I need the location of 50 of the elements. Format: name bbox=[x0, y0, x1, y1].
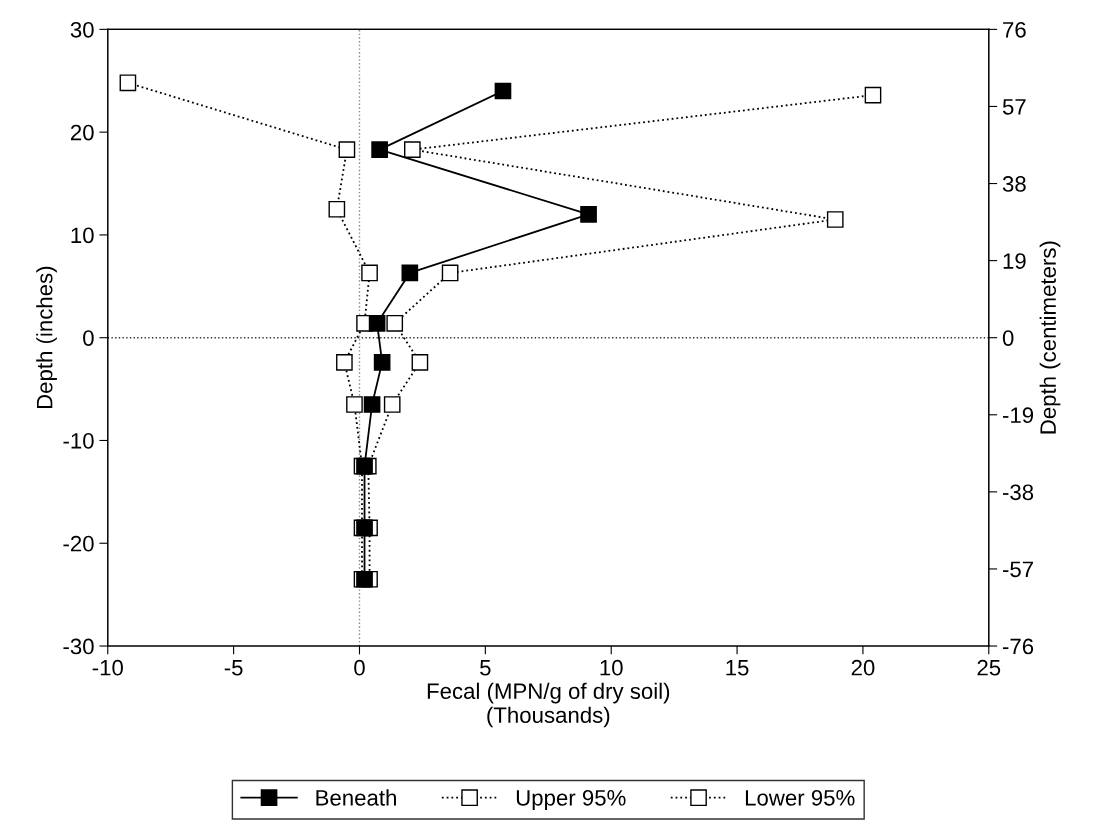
legend-label: Lower 95% bbox=[745, 789, 855, 806]
point bbox=[368, 314, 386, 332]
legend-label: Beneath bbox=[316, 789, 396, 806]
legend-label: Upper 95% bbox=[516, 789, 626, 811]
point bbox=[580, 206, 597, 223]
y2-axis-title: Depth (centimeters) bbox=[1039, 241, 1061, 434]
x-tick-label: 5 bbox=[480, 660, 491, 676]
point bbox=[411, 354, 429, 371]
point bbox=[328, 200, 346, 218]
y2-tick-label: -76 bbox=[1002, 638, 1034, 655]
point bbox=[336, 354, 353, 371]
x-tick-label: 15 bbox=[726, 660, 749, 676]
x-tick-label: -10 bbox=[92, 659, 123, 676]
y-tick-label: -20 bbox=[63, 535, 94, 552]
point bbox=[363, 396, 381, 413]
x-tick-label: 20 bbox=[851, 659, 875, 676]
y-tick-label: 20 bbox=[70, 124, 94, 141]
point bbox=[494, 82, 512, 100]
point bbox=[346, 396, 363, 413]
y2-tick-label: 19 bbox=[1003, 253, 1026, 269]
y-axis-title: Depth (inches) bbox=[36, 266, 57, 409]
point bbox=[401, 264, 419, 282]
x-tick-label: 25 bbox=[977, 659, 1001, 676]
point bbox=[826, 211, 844, 228]
x-tick-label: -5 bbox=[224, 660, 243, 676]
y2-tick-label: -57 bbox=[1002, 561, 1033, 578]
y-tick-label: 10 bbox=[71, 227, 94, 244]
y2-tick-label: 0 bbox=[1002, 330, 1014, 346]
point bbox=[441, 264, 459, 282]
point bbox=[361, 264, 378, 282]
point bbox=[404, 141, 421, 158]
y2-tick-label: -19 bbox=[1002, 407, 1034, 424]
y-tick-label: 30 bbox=[70, 21, 94, 38]
point bbox=[864, 86, 882, 104]
x-tick-label: 0 bbox=[354, 659, 365, 676]
y2-tick-label: -38 bbox=[1002, 484, 1034, 501]
point bbox=[119, 74, 137, 92]
y-tick-label: 0 bbox=[83, 330, 94, 346]
point bbox=[338, 141, 356, 158]
y-tick-label: -30 bbox=[63, 638, 94, 655]
x-tick-label: 10 bbox=[600, 659, 623, 676]
y2-tick-label: 57 bbox=[1002, 99, 1026, 115]
point bbox=[383, 396, 401, 413]
y-tick-label: -10 bbox=[63, 433, 94, 449]
point bbox=[371, 141, 388, 158]
point bbox=[373, 354, 391, 371]
point bbox=[386, 314, 404, 332]
y2-tick-label: 76 bbox=[1003, 21, 1026, 38]
x-axis-title: Fecal (MPN/g of dry soil) (Thousands) bbox=[427, 682, 670, 728]
y2-tick-label: 38 bbox=[1002, 176, 1026, 192]
